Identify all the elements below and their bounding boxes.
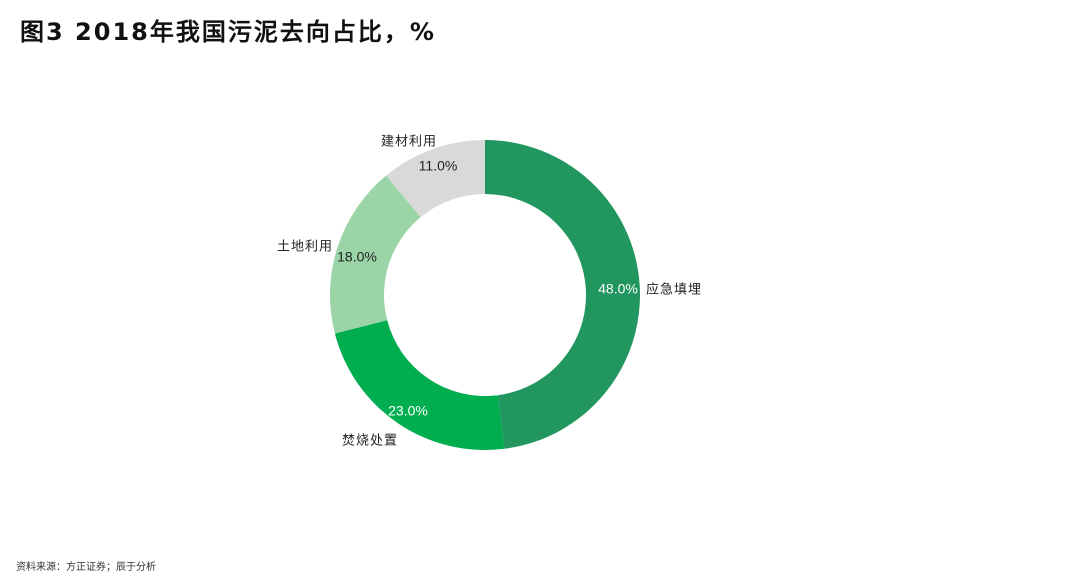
- category-label: 土地利用: [277, 240, 333, 255]
- category-label: 建材利用: [381, 135, 437, 150]
- category-label: 应急填埋: [646, 282, 702, 298]
- donut-slice: [330, 175, 421, 334]
- value-label: 11.0%: [419, 158, 458, 174]
- value-label: 23.0%: [388, 403, 428, 419]
- donut-slice: [386, 140, 485, 218]
- category-label: 焚烧处置: [342, 434, 398, 449]
- value-label: 18.0%: [337, 249, 377, 265]
- value-label: 48.0%: [598, 281, 638, 297]
- source-note: 资料来源：方正证券；辰于分析: [16, 562, 156, 573]
- donut-slice: [485, 140, 640, 449]
- chart-title: 图3 2018年我国污泥去向占比，%: [20, 18, 436, 46]
- donut-slice: [334, 320, 505, 450]
